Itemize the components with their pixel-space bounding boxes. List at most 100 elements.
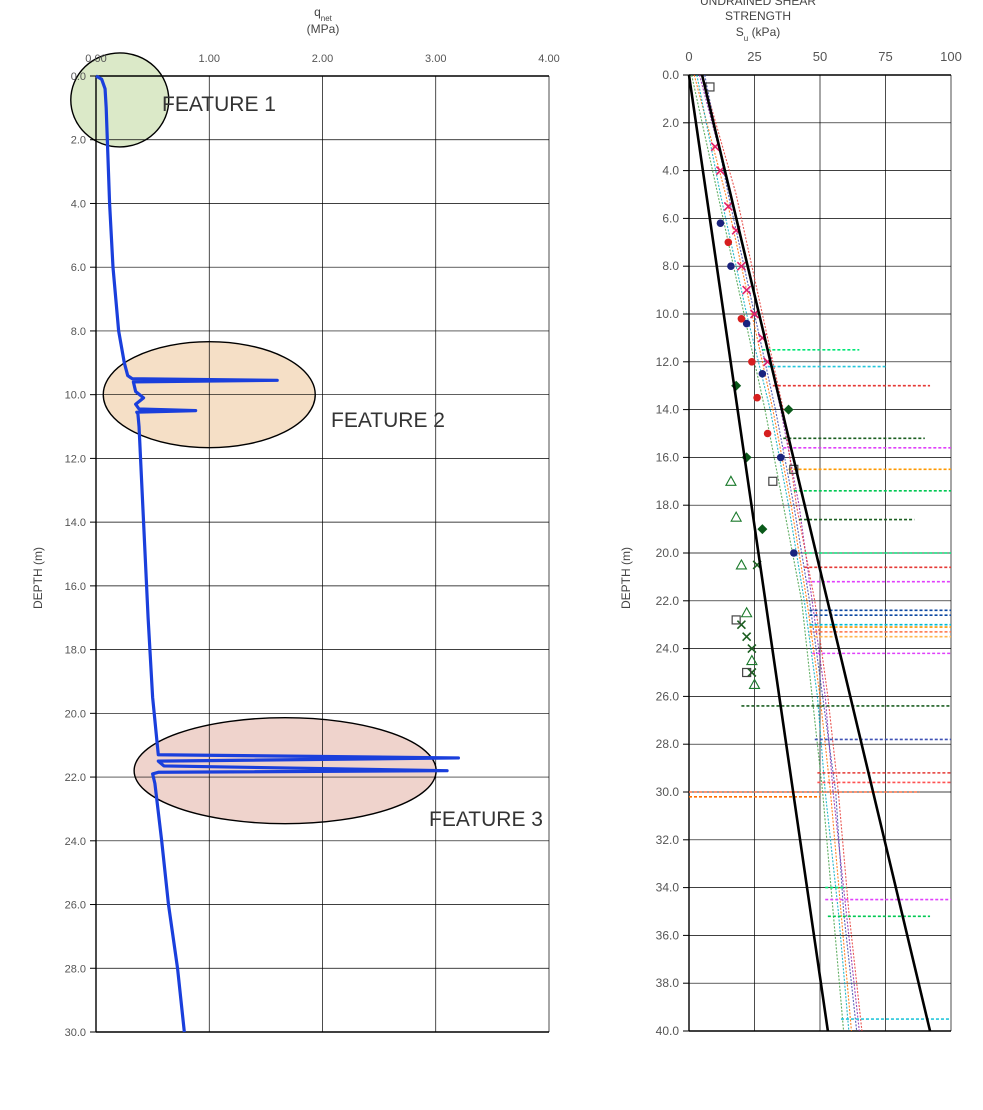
su-data-point [724,238,733,247]
su-data-point [776,453,785,462]
su-data-point [742,667,752,678]
qnet-x-axis-unit: (MPa) [307,22,340,36]
su-data-point [736,261,746,271]
su-y-tick-label: 36.0 [656,928,680,942]
feature-3-label: FEATURE 3 [429,808,543,831]
su-x-tick-label: 25 [747,49,761,64]
su-y-tick-label: 18.0 [656,498,680,512]
su-chart: UNDRAINED SHEAR STRENGTH Su (kPa) DEPTH … [619,0,962,1038]
su-chart-title-line-1: UNDRAINED SHEAR [700,0,816,8]
su-data-point [723,201,733,212]
su-data-point [763,429,772,438]
su-x-tick-label: 0 [685,49,692,64]
su-data-point [747,644,757,654]
su-upper-bound-line [700,74,932,1032]
su-x-tick-label: 75 [878,49,892,64]
su-test-profile [691,74,845,1032]
su-data-point [735,558,748,570]
su-y-tick-label: 20.0 [656,546,680,560]
su-data-point [742,632,752,642]
qnet-y-tick-label: 16.0 [65,581,86,593]
su-profile-spikes [689,349,951,1020]
su-y-tick-label: 34.0 [656,881,680,895]
qnet-y-tick-label: 10.0 [65,390,86,402]
su-y-tick-label: 4.0 [662,164,679,178]
qnet-y-tick-label: 26.0 [65,900,86,912]
qnet-y-tick-label: 12.0 [65,453,86,465]
qnet-y-tick-labels: 0.0 2.0 4.0 6.0 8.0 10.0 12.0 14.0 16.0 18.0 20.0 2… [65,71,86,1039]
su-y-axis-label: DEPTH (m) [619,547,633,609]
qnet-y-tick-label: 18.0 [65,645,86,657]
qnet-y-tick-label: 4.0 [71,198,86,210]
su-data-point [724,475,737,486]
su-y-tick-label: 16.0 [656,450,680,464]
su-data-point [758,369,767,378]
qnet-y-tick-label: 28.0 [65,963,86,975]
su-y-tick-label: 32.0 [656,833,680,847]
su-data-point [731,615,741,625]
su-data-point [716,219,725,227]
qnet-x-tick-labels: 0.00 1.00 2.00 3.00 4.00 [85,53,559,65]
su-data-point [789,464,799,474]
su-y-tick-label: 40.0 [656,1024,680,1038]
qnet-y-tick-label: 2.0 [71,135,86,147]
qnet-x-tick-label: 1.00 [199,53,220,65]
su-x-axis-label: Su (kPa) [736,25,780,43]
su-data-point [748,358,756,366]
su-x-tick-label: 100 [940,49,962,64]
su-y-tick-label: 24.0 [656,642,680,656]
su-y-tick-label: 12.0 [656,355,680,369]
qnet-x-tick-label: 3.00 [425,53,446,65]
su-data-point [753,393,761,402]
qnet-y-tick-label: 8.0 [71,326,86,338]
su-data-point [742,319,751,328]
su-x-tick-labels: 0 25 50 75 100 [685,49,961,64]
su-y-tick-label: 26.0 [656,689,680,703]
qnet-x-tick-label: 2.00 [312,53,333,65]
su-y-tick-label: 2.0 [662,116,679,130]
su-data-point [790,549,798,557]
su-data-point [757,524,768,535]
qnet-y-tick-label: 20.0 [65,708,86,720]
su-y-tick-label: 8.0 [662,259,679,273]
su-y-tick-labels: 0.0 2.0 4.0 6.0 8.0 10.0 12.0 14.0 16.0 18.0 20.0 2… [656,68,680,1038]
feature-2-label: FEATURE 2 [331,409,445,432]
feature-labels: FEATURE 1 FEATURE 2 FEATURE 3 [162,93,543,831]
su-chart-title-line-2: STRENGTH [725,9,791,23]
qnet-profile-line [95,74,460,1033]
su-y-tick-label: 22.0 [656,594,680,608]
qnet-x-tick-label: 4.00 [538,53,559,65]
su-y-tick-label: 10.0 [656,307,680,321]
su-data-point [730,511,743,522]
feature-highlights [70,52,437,825]
qnet-grid [90,75,550,1033]
su-data-point [736,620,746,630]
qnet-y-tick-label: 22.0 [65,772,86,784]
qnet-x-axis-label: qnet [314,5,333,23]
su-data-point [737,314,746,323]
qnet-y-tick-label: 30.0 [65,1027,86,1039]
su-data-point [748,678,761,689]
su-data-point [768,476,778,486]
qnet-y-tick-label: 6.0 [71,262,86,274]
su-y-tick-label: 30.0 [656,785,680,799]
feature-1-ellipse [70,52,170,148]
qnet-y-tick-label: 24.0 [65,836,86,848]
su-y-tick-label: 28.0 [656,737,680,751]
su-data-point [740,606,753,618]
feature-1-label: FEATURE 1 [162,93,276,116]
qnet-y-axis-label: DEPTH (m) [31,547,45,609]
su-y-tick-label: 0.0 [662,68,679,82]
su-data-point [742,285,752,295]
su-trend-lines [687,74,932,1032]
qnet-y-tick-label: 0.0 [71,71,86,83]
su-test-profile [704,74,858,1032]
su-y-tick-label: 38.0 [656,976,680,990]
su-data-point [747,667,757,678]
su-y-tick-label: 14.0 [656,403,680,417]
su-data-point [745,654,758,666]
su-lower-bound-line [687,74,830,1032]
su-data-point [727,262,735,271]
qnet-y-tick-label: 14.0 [65,517,86,529]
